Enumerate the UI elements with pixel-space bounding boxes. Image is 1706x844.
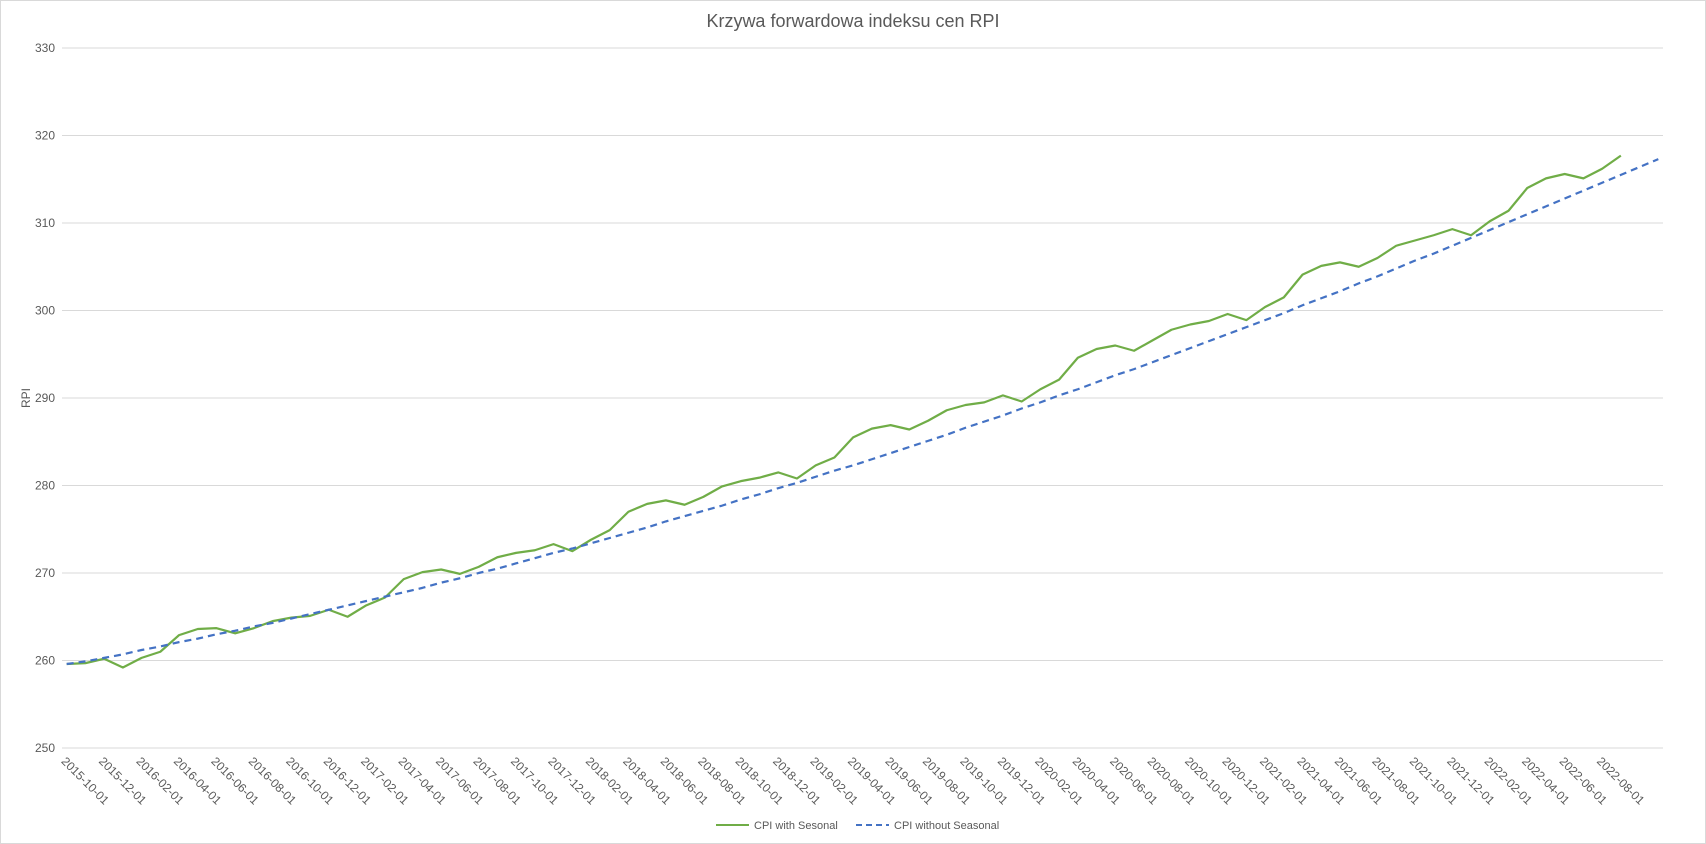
x-tick-labels: 2015-10-012015-12-012016-02-012016-04-01…: [59, 754, 1648, 808]
legend-label-1: CPI with Sesonal: [754, 820, 838, 832]
chart-title: Krzywa forwardowa indeksu cen RPI: [706, 11, 999, 31]
y-tick-label: 280: [35, 479, 55, 493]
y-tick-label: 300: [35, 304, 55, 318]
y-tick-label: 250: [35, 741, 55, 755]
gridlines: [62, 47, 1663, 749]
y-tick-label: 260: [35, 654, 55, 668]
y-tick-label: 320: [35, 129, 55, 143]
legend-label-2: CPI without Seasonal: [894, 820, 999, 832]
y-tick-label: 290: [35, 391, 55, 405]
y-tick-label: 270: [35, 566, 55, 580]
y-tick-label: 330: [35, 41, 55, 55]
y-tick-label: 310: [35, 216, 55, 230]
y-axis-label: RPI: [19, 388, 33, 408]
legend: CPI with Sesonal CPI without Seasonal: [716, 820, 999, 832]
y-tick-labels: 250 260 270 280 290 300 310 320 330: [35, 41, 55, 755]
series-line-1: [66, 154, 1622, 669]
series-line-2: [66, 158, 1659, 666]
series-lines: [66, 154, 1659, 669]
